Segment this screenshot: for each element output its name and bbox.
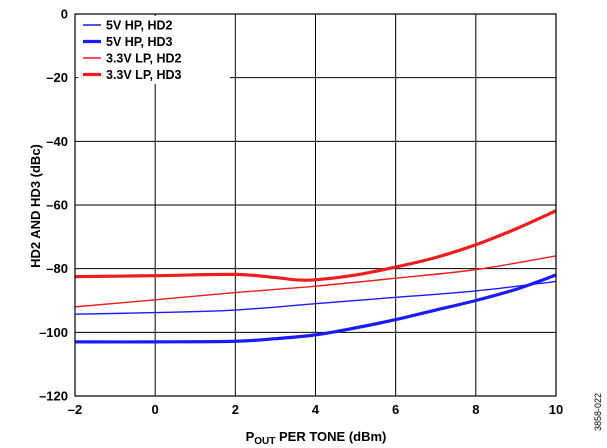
series-line-1: [74, 280, 557, 315]
legend-label-1: 5V HP, HD2: [106, 19, 173, 33]
figure-id: 3858-022: [593, 393, 603, 431]
legend-label-2: 5V HP, HD3: [106, 35, 173, 49]
y-tick-label: 0: [61, 7, 68, 22]
y-tick-labels: 0 –20 –40 –60 –80 –100 –120: [39, 7, 68, 404]
plot-frame: [74, 13, 557, 397]
legend-label-3: 3.3V LP, HD2: [106, 52, 182, 66]
x-tick-label: 10: [549, 402, 563, 417]
x-tick-label: 4: [312, 402, 320, 417]
y-tick-label: –100: [39, 325, 68, 340]
y-tick-label: –120: [39, 389, 68, 404]
legend-label-4: 3.3V LP, HD3: [106, 68, 182, 82]
y-tick-label: –60: [46, 198, 68, 213]
x-axis-title-main: P: [246, 429, 255, 444]
legend: 5V HP, HD2 5V HP, HD3 3.3V LP, HD2 3.3V LP,…: [78, 16, 230, 84]
series-layer: [74, 209, 557, 344]
y-tick-label: –20: [46, 70, 68, 85]
x-tick-label: 0: [152, 402, 159, 417]
x-tick-label: 6: [392, 402, 399, 417]
series-line-3: [74, 255, 557, 308]
legend-background: [78, 16, 230, 84]
x-tick-label: –2: [68, 402, 82, 417]
x-tick-label: 2: [232, 402, 239, 417]
x-tick-labels: –2 0 2 4 6 8 10: [68, 402, 563, 417]
x-axis-title: POUT PER TONE (dBm): [246, 429, 387, 447]
series-line-2: [74, 273, 557, 344]
x-axis-title-rest: PER TONE (dBm): [275, 429, 386, 444]
x-tick-label: 8: [472, 402, 479, 417]
series-line-4: [74, 209, 557, 282]
y-tick-label: –40: [46, 134, 68, 149]
y-axis-title: HD2 AND HD3 (dBc): [28, 144, 43, 268]
x-axis-title-subscript: OUT: [254, 436, 275, 447]
y-tick-label: –80: [46, 261, 68, 276]
